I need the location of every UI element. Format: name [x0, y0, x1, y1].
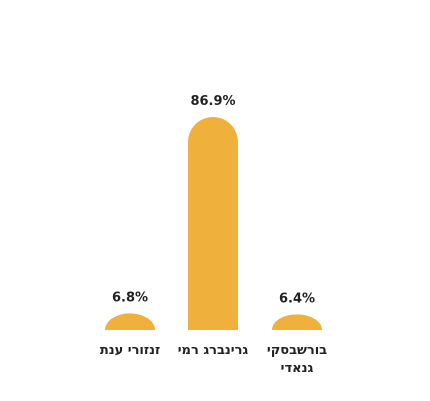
category-label: בורשבסקי גנאדי	[266, 343, 328, 376]
bar	[105, 313, 155, 330]
value-label: 6.8%	[112, 290, 148, 305]
value-label: 86.9%	[190, 94, 235, 109]
category-label: זנזורי ענת	[99, 343, 161, 358]
value-label: 6.4%	[279, 291, 315, 306]
bar	[272, 314, 322, 330]
bar	[188, 117, 238, 330]
category-label: גרינברג רמי	[177, 343, 249, 358]
